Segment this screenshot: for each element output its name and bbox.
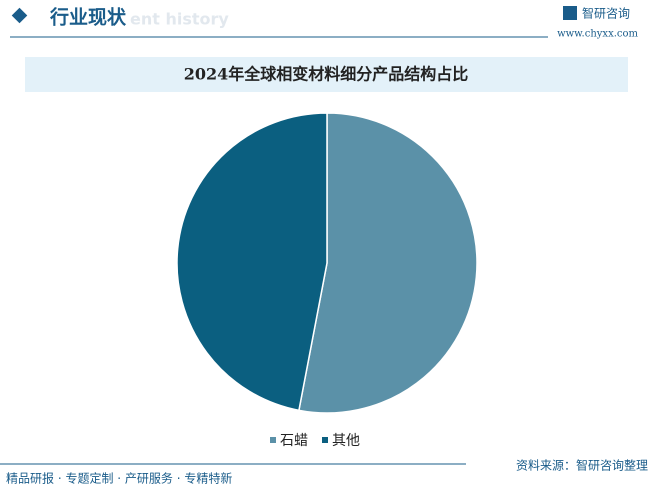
legend-swatch	[322, 437, 328, 443]
pie-slice	[176, 112, 328, 412]
pie	[176, 112, 478, 414]
chart-title: 2024年全球相变材料细分产品结构占比	[184, 65, 469, 84]
header-subtitle: ent history	[130, 10, 229, 29]
title-bar	[25, 57, 628, 92]
logo-url: www.chyxx.com	[557, 29, 638, 40]
legend-label: 其他	[332, 433, 360, 449]
header-title: 行业现状	[49, 6, 127, 29]
legend-label: 石蜡	[280, 433, 308, 449]
footer-left: 精品研报 · 专题定制 · 产研服务 · 专精特新	[6, 471, 232, 486]
legend-swatch	[270, 437, 276, 443]
header-icon	[11, 7, 28, 24]
logo-icon	[563, 6, 577, 20]
footer-source: 资料来源：智研咨询整理	[516, 458, 648, 473]
pie-slice	[298, 112, 478, 414]
legend: 石蜡 其他	[270, 433, 360, 449]
logo-text: 智研咨询	[582, 6, 630, 21]
